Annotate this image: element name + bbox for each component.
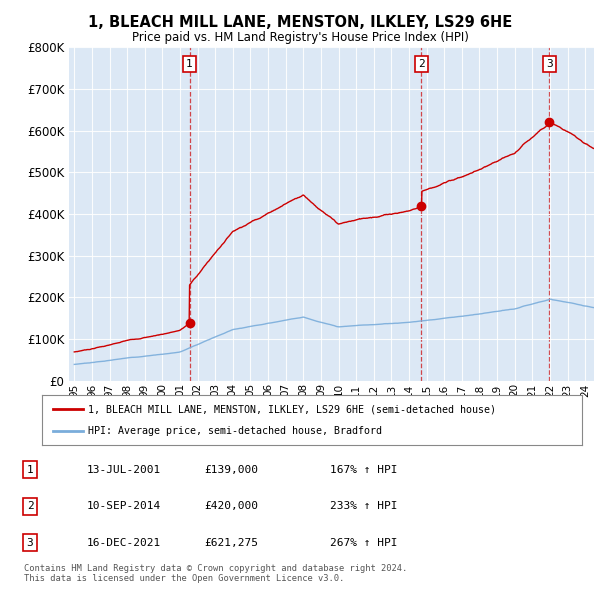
Text: 1: 1 — [26, 465, 34, 474]
Text: 233% ↑ HPI: 233% ↑ HPI — [330, 502, 398, 511]
Text: Price paid vs. HM Land Registry's House Price Index (HPI): Price paid vs. HM Land Registry's House … — [131, 31, 469, 44]
Text: 13-JUL-2001: 13-JUL-2001 — [87, 465, 161, 474]
Text: 2: 2 — [418, 59, 425, 69]
Text: 167% ↑ HPI: 167% ↑ HPI — [330, 465, 398, 474]
Text: 267% ↑ HPI: 267% ↑ HPI — [330, 538, 398, 548]
Text: £139,000: £139,000 — [204, 465, 258, 474]
Text: 3: 3 — [546, 59, 553, 69]
Text: 3: 3 — [26, 538, 34, 548]
Text: £621,275: £621,275 — [204, 538, 258, 548]
Text: 1, BLEACH MILL LANE, MENSTON, ILKLEY, LS29 6HE (semi-detached house): 1, BLEACH MILL LANE, MENSTON, ILKLEY, LS… — [88, 404, 496, 414]
Text: 16-DEC-2021: 16-DEC-2021 — [87, 538, 161, 548]
Text: 1: 1 — [186, 59, 193, 69]
Text: HPI: Average price, semi-detached house, Bradford: HPI: Average price, semi-detached house,… — [88, 427, 382, 437]
Text: Contains HM Land Registry data © Crown copyright and database right 2024.
This d: Contains HM Land Registry data © Crown c… — [24, 564, 407, 584]
Text: 10-SEP-2014: 10-SEP-2014 — [87, 502, 161, 511]
Text: 1, BLEACH MILL LANE, MENSTON, ILKLEY, LS29 6HE: 1, BLEACH MILL LANE, MENSTON, ILKLEY, LS… — [88, 15, 512, 30]
Text: 2: 2 — [26, 502, 34, 511]
Text: £420,000: £420,000 — [204, 502, 258, 511]
